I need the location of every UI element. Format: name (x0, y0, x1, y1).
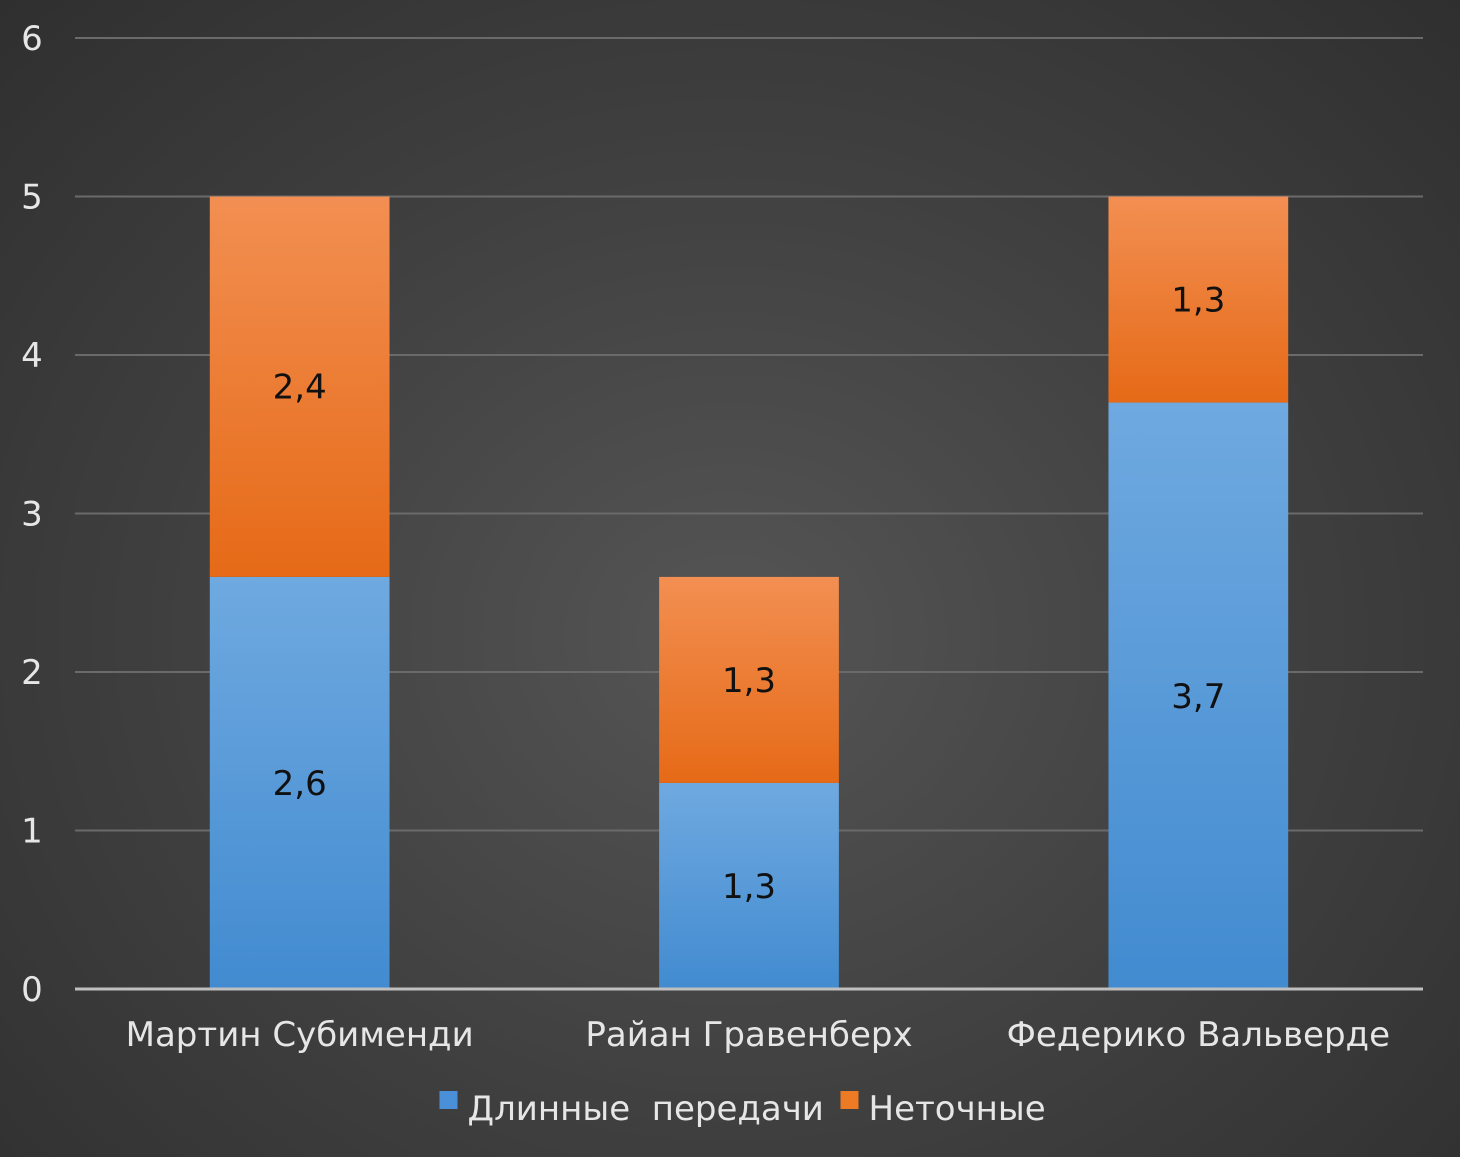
y-tick-label-5: 5 (21, 178, 43, 218)
category-label-2: Федерико Вальверде (1007, 1015, 1390, 1055)
data-label-inaccurate-1: 1,3 (722, 661, 776, 701)
y-tick-label-4: 4 (21, 336, 43, 376)
category-label-0: Мартин Субименди (126, 1015, 474, 1055)
data-label-long-passes-2: 3,7 (1171, 677, 1225, 717)
data-labels: 2,6 2,4 1,3 1,3 3,7 1,3 (273, 281, 1226, 907)
bar-long-passes-0 (209, 576, 390, 989)
legend: Длинные передачи Неточные (439, 1089, 1046, 1129)
y-tick-label-6: 6 (21, 19, 43, 59)
category-labels: Мартин Субименди Райан Гравенберх Федерико… (126, 1015, 1390, 1055)
bar-inaccurate-2 (1108, 196, 1289, 403)
legend-label-long-passes: Длинные передачи (468, 1089, 824, 1129)
y-tick-label-0: 0 (21, 970, 43, 1010)
bars (209, 196, 1289, 989)
data-label-long-passes-1: 1,3 (722, 867, 776, 907)
legend-swatch-inaccurate (840, 1091, 859, 1109)
data-label-inaccurate-0: 2,4 (273, 368, 327, 408)
y-axis-tick-labels: 0 1 2 3 4 5 6 (21, 19, 43, 1010)
bar-inaccurate-1 (659, 576, 839, 783)
bar-long-passes-1 (659, 782, 839, 989)
bar-inaccurate-0 (209, 196, 390, 577)
data-label-long-passes-0: 2,6 (273, 764, 327, 804)
legend-swatch-long-passes (439, 1091, 458, 1109)
y-tick-label-3: 3 (21, 495, 43, 535)
legend-label-inaccurate: Неточные (869, 1089, 1046, 1129)
data-label-inaccurate-2: 1,3 (1171, 281, 1225, 321)
bar-long-passes-2 (1108, 402, 1289, 989)
y-tick-label-2: 2 (21, 653, 43, 693)
category-label-1: Райан Гравенберх (585, 1015, 912, 1055)
y-tick-label-1: 1 (21, 812, 43, 852)
